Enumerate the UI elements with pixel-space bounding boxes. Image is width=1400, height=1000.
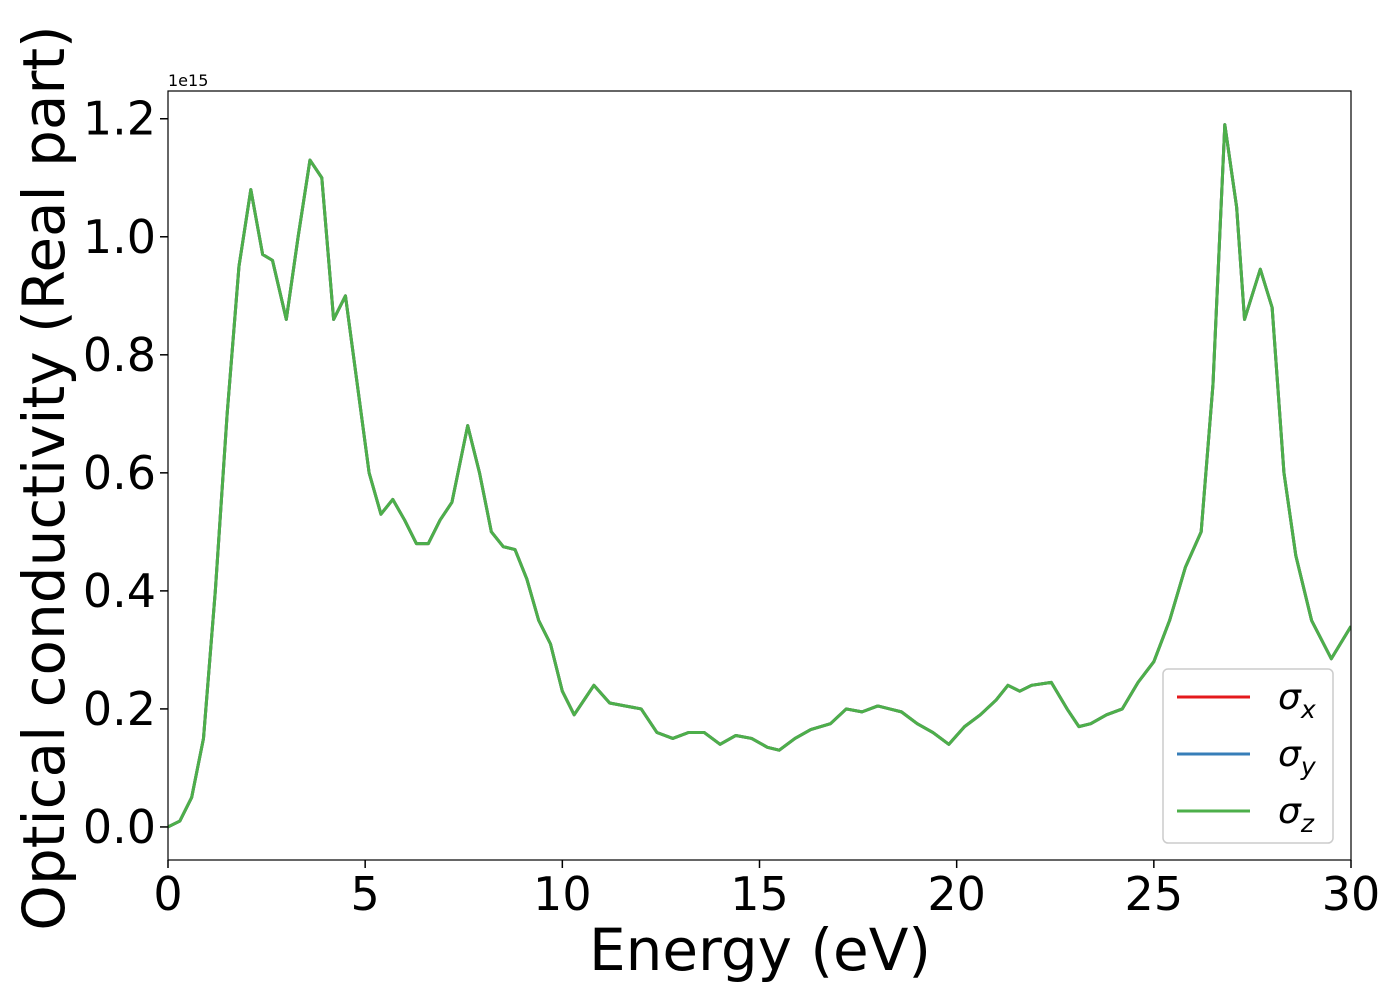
- y-tick-label: 0.4: [83, 564, 156, 618]
- legend-label: σx: [1278, 677, 1316, 724]
- y-tick-label: 0.0: [83, 800, 156, 854]
- series-line: [168, 123, 1351, 829]
- x-tick-label: 15: [730, 867, 789, 921]
- offset-text: 1e15: [168, 71, 208, 90]
- y-tick-label: 1.2: [83, 92, 156, 146]
- x-tick-label: 10: [533, 867, 592, 921]
- y-tick-label: 0.6: [83, 446, 156, 500]
- x-axis-label: Energy (eV): [589, 916, 931, 984]
- x-tick-label: 0: [153, 867, 182, 921]
- legend-label: σz: [1278, 791, 1315, 838]
- plot-frame: [167, 90, 1352, 861]
- x-tick-label: 30: [1322, 867, 1381, 921]
- y-tick-label: 0.2: [83, 682, 156, 736]
- x-tick-label: 25: [1125, 867, 1184, 921]
- y-axis-label: Optical conductivity (Real part): [10, 25, 78, 930]
- y-tick-label: 0.8: [83, 328, 156, 382]
- x-tick-label: 20: [927, 867, 986, 921]
- y-tick-label: 1.0: [83, 210, 156, 264]
- legend-box: [1162, 668, 1334, 844]
- legend-label: σy: [1278, 734, 1317, 781]
- x-tick-label: 5: [351, 867, 380, 921]
